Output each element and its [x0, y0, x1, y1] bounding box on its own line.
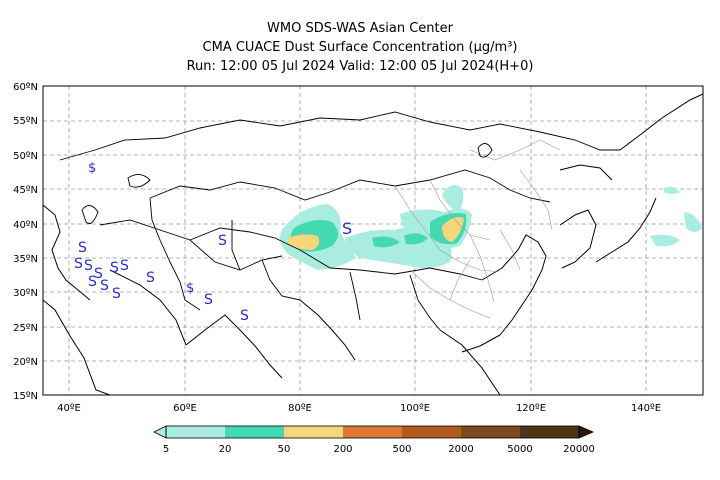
province-borders — [394, 139, 561, 319]
sandstorm-marker: S — [88, 274, 97, 290]
sandstorm-marker: S — [120, 258, 129, 274]
colorbar-label: 2000 — [448, 444, 473, 455]
lat-label-40: 40ºN — [13, 220, 38, 231]
dust-marker: $ — [186, 281, 194, 296]
colorbar-label: 20000 — [563, 444, 595, 455]
lat-label-50: 50ºN — [13, 151, 38, 162]
dust-concentration-shading — [280, 185, 702, 270]
sandstorm-marker: S — [218, 233, 227, 249]
coastlines — [43, 93, 703, 395]
lat-label-55: 55ºN — [13, 116, 38, 127]
country-borders — [59, 111, 620, 331]
lat-label-45: 45ºN — [13, 185, 38, 196]
lon-label-100: 100ºE — [400, 403, 430, 414]
colorbar-label: 5000 — [507, 444, 532, 455]
lat-label-20: 20ºN — [13, 357, 38, 368]
colorbar-label: 5 — [163, 444, 169, 455]
colorbar-segment — [520, 426, 579, 438]
lakes — [81, 143, 493, 225]
sandstorm-marker: S — [84, 258, 93, 274]
sandstorm-marker: S — [204, 292, 213, 308]
colorbar-segment — [343, 426, 402, 438]
colorbar-high-arrow — [579, 426, 593, 438]
sandstorm-marker: S — [240, 308, 249, 324]
colorbar-segment — [461, 426, 520, 438]
lat-label-60: 60ºN — [13, 82, 38, 93]
colorbar-label: 50 — [278, 444, 291, 455]
colorbar-segment — [166, 426, 225, 438]
sandstorm-marker: S — [74, 256, 83, 272]
sandstorm-marker: S — [112, 286, 121, 302]
sandstorm-marker: S — [100, 278, 109, 294]
lon-label-40: 40ºE — [57, 403, 81, 414]
run-valid-time: Run: 12:00 05 Jul 2024 Valid: 12:00 05 J… — [186, 59, 534, 74]
lon-label-120: 120ºE — [516, 403, 546, 414]
lon-label-140: 140ºE — [631, 403, 661, 414]
colorbar-segment — [402, 426, 461, 438]
lat-label-35: 35ºN — [13, 254, 38, 265]
dust-station-markers: $ S S S S S S S S S S S S $ S S — [74, 161, 352, 324]
sandstorm-marker: S — [94, 266, 103, 282]
lon-label-80: 80ºE — [288, 403, 312, 414]
map-title: WMO SDS-WAS Asian Center — [267, 21, 453, 36]
colorbar-label: 20 — [219, 444, 232, 455]
sandstorm-marker: S — [110, 260, 119, 276]
lat-label-15: 15ºN — [13, 391, 38, 402]
colorbar-segment — [284, 426, 343, 438]
sandstorm-marker: S — [342, 219, 352, 238]
map-subtitle: CMA CUACE Dust Surface Concentration (μg… — [202, 40, 518, 55]
sandstorm-marker: S — [146, 270, 155, 286]
latitude-labels: 60ºN 55ºN 50ºN 45ºN 40ºN 35ºN 30ºN 25ºN … — [13, 82, 38, 402]
colorbar-label: 200 — [333, 444, 352, 455]
colorbar: 5 20 50 200 500 2000 5000 20000 — [153, 425, 595, 455]
lon-label-60: 60ºE — [173, 403, 197, 414]
colorbar-low-arrow — [154, 426, 166, 438]
dust-marker: $ — [88, 161, 96, 176]
lat-label-30: 30ºN — [13, 288, 38, 299]
lat-label-25: 25ºN — [13, 323, 38, 334]
longitude-labels: 40ºE 60ºE 80ºE 100ºE 120ºE 140ºE — [57, 403, 661, 414]
map-border — [42, 85, 704, 396]
colorbar-segment — [225, 426, 284, 438]
sandstorm-marker: S — [78, 240, 87, 256]
colorbar-label: 500 — [392, 444, 411, 455]
